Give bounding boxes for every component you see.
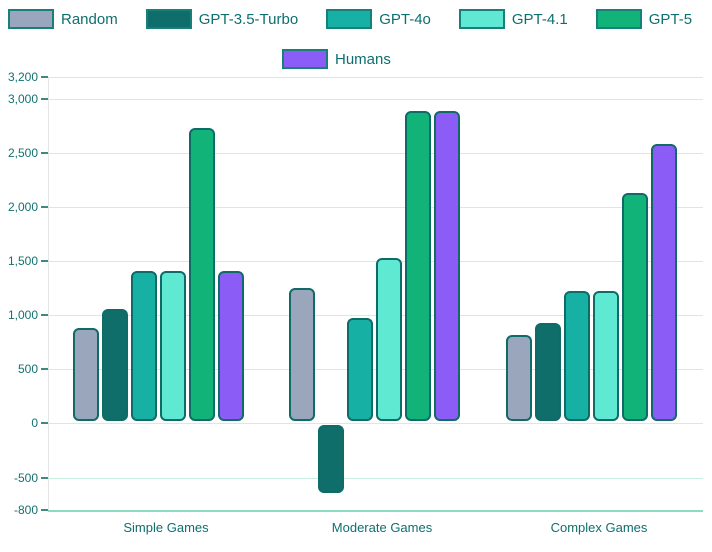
legend-swatch-icon — [458, 9, 505, 29]
legend-row-1: Random GPT-3.5-Turbo GPT-4o GPT-4.1 GPT-5 — [8, 9, 692, 29]
y-tick-mark — [41, 151, 48, 154]
legend-item-label: GPT-4o — [379, 10, 431, 28]
bar — [404, 110, 431, 422]
legend-swatch-icon — [326, 9, 373, 29]
legend-item-label: GPT-4.1 — [511, 10, 568, 28]
gridline — [48, 477, 703, 479]
legend-item-gpt-4-1[interactable]: GPT-4.1 — [458, 9, 568, 29]
legend-item-gpt-3-5-turbo[interactable]: GPT-3.5-Turbo — [145, 9, 299, 29]
gridline — [48, 206, 703, 208]
legend-item-gpt-5[interactable]: GPT-5 — [595, 9, 693, 29]
bar — [592, 291, 619, 422]
bar — [534, 322, 561, 422]
category-label: Moderate Games — [331, 520, 433, 535]
legend-item-label: GPT-5 — [648, 10, 693, 28]
y-tick-label: 1,500 — [7, 254, 38, 269]
y-axis-line — [48, 77, 49, 510]
bar — [288, 288, 315, 422]
y-tick-mark — [41, 368, 48, 371]
bar — [130, 270, 157, 422]
y-tick-mark — [41, 260, 48, 263]
legend-item-label: Humans — [335, 50, 391, 68]
bar — [505, 334, 532, 422]
y-tick-label: 2,000 — [7, 199, 38, 214]
y-tick-mark — [41, 476, 48, 479]
y-tick-label: 3,000 — [7, 91, 38, 106]
bar — [433, 110, 460, 422]
y-tick-mark — [41, 422, 48, 425]
y-tick-mark — [41, 509, 48, 511]
category-label: Simple Games — [123, 520, 209, 535]
legend-item-label: GPT-3.5-Turbo — [198, 10, 299, 28]
y-tick-label: -800 — [13, 503, 38, 517]
legend-swatch-icon — [282, 49, 328, 69]
gridline — [48, 152, 703, 154]
legend-swatch-icon — [8, 9, 54, 29]
legend-swatch-icon — [595, 9, 642, 29]
category-label: Complex Games — [550, 520, 648, 535]
bar — [101, 308, 128, 422]
bar — [563, 291, 590, 422]
bar — [650, 144, 677, 422]
y-tick-label: 3,200 — [7, 70, 38, 84]
gridline — [48, 423, 703, 425]
bar — [217, 270, 244, 422]
y-tick-label: 2,500 — [7, 145, 38, 160]
bar — [346, 318, 373, 422]
gridline — [48, 98, 703, 100]
plot-area — [48, 77, 703, 512]
bar — [159, 270, 186, 422]
bar — [375, 257, 402, 422]
y-tick-mark — [41, 76, 48, 78]
y-tick-label: 1,000 — [7, 308, 38, 323]
legend-item-humans[interactable]: Humans — [282, 49, 391, 69]
y-tick-label: 500 — [17, 362, 38, 377]
legend-row-2: Humans — [282, 49, 391, 69]
y-tick-mark — [41, 205, 48, 208]
bar — [72, 328, 99, 422]
bar — [621, 192, 648, 422]
bar — [317, 425, 344, 493]
legend-item-random[interactable]: Random — [8, 9, 118, 29]
legend-item-gpt-4o[interactable]: GPT-4o — [326, 9, 431, 29]
gridline — [48, 510, 703, 512]
legend-swatch-icon — [145, 9, 192, 29]
y-tick-label: -500 — [13, 470, 38, 485]
bar — [188, 127, 215, 422]
legend-item-label: Random — [61, 10, 118, 28]
y-tick-mark — [41, 314, 48, 317]
y-tick-mark — [41, 97, 48, 100]
y-tick-label: 0 — [31, 416, 38, 431]
gridline — [48, 77, 703, 78]
